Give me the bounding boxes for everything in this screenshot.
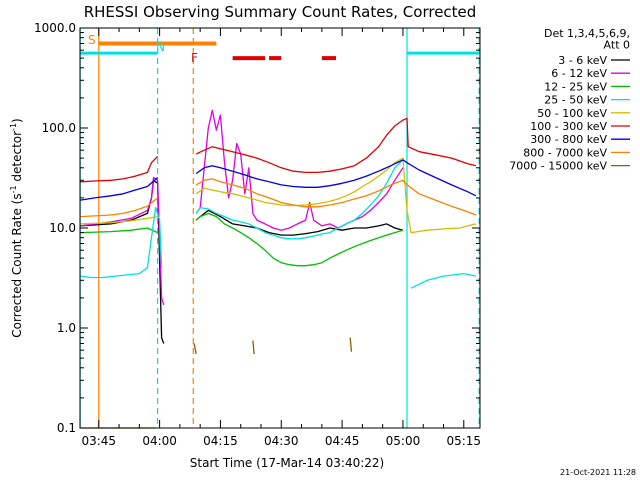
legend-entry-label: 6 - 12 keV	[551, 67, 607, 80]
generation-timestamp: 21-Oct-2021 11:28	[560, 468, 636, 477]
y-tick-label: 1.0	[57, 321, 76, 335]
legend-header: Att 0	[604, 39, 630, 52]
x-tick-label: 03:45	[81, 434, 116, 448]
x-tick-label: 04:15	[203, 434, 238, 448]
y-axis: 1000.0 100.0 10.0 1.0 0.1	[34, 21, 480, 435]
legend-entry-label: 100 - 300 keV	[530, 120, 607, 133]
series-line	[80, 178, 477, 218]
y-tick-label: 1000.0	[34, 21, 76, 35]
saa-letter: S	[88, 33, 96, 47]
x-tick-label: 04:45	[325, 434, 360, 448]
x-tick-label: 04:30	[264, 434, 299, 448]
y-axis-label-part: Corrected Count Rate (s	[10, 193, 24, 337]
series-line	[80, 117, 477, 183]
y-axis-label: Corrected Count Rate (s-1 detector-1)	[9, 118, 24, 337]
series-line	[80, 159, 477, 201]
x-axis: 03:45 04:00 04:15 04:30 04:45 05:00 05:15	[81, 28, 481, 448]
x-tick-label: 05:15	[446, 434, 481, 448]
series-line	[80, 109, 404, 306]
legend-header: Det 1,3,4,5,6,9,	[544, 27, 630, 40]
x-axis-label: Start Time (17-Mar-14 03:40:22)	[190, 456, 384, 470]
legend-entry-label: 7000 - 15000 keV	[509, 160, 607, 173]
night-letter: N	[156, 40, 165, 54]
legend-entry-label: 800 - 7000 keV	[523, 146, 607, 159]
status-letters: S N F	[88, 33, 198, 65]
status-bars	[80, 41, 480, 61]
legend-entry-label: 50 - 100 keV	[537, 107, 607, 120]
y-tick-label: 100.0	[42, 121, 76, 135]
series-line	[80, 159, 477, 289]
legend-entry-label: 25 - 50 keV	[544, 94, 607, 107]
y-axis-label-part: detector	[10, 131, 24, 186]
x-tick-label: 04:00	[142, 434, 177, 448]
y-axis-label-part: )	[10, 118, 24, 123]
legend-entry-label: 12 - 25 keV	[544, 80, 607, 93]
x-tick-label: 05:00	[386, 434, 421, 448]
series-line	[80, 212, 404, 267]
chart-title: RHESSI Observing Summary Count Rates, Co…	[84, 3, 477, 21]
flare-letter: F	[191, 51, 198, 65]
y-tick-label: 0.1	[57, 421, 76, 435]
y-axis-label-superscript: -1	[9, 123, 18, 131]
series-line	[80, 157, 477, 234]
legend-entry-label: 300 - 800 keV	[530, 133, 607, 146]
legend-entry-label: 3 - 6 keV	[558, 54, 607, 67]
y-axis-label-superscript: -1	[9, 185, 18, 193]
y-tick-label: 10.0	[49, 221, 76, 235]
